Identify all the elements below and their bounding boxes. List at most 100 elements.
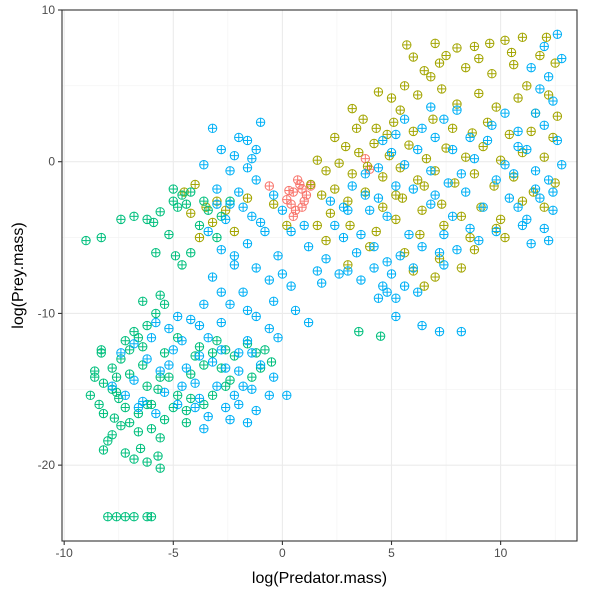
data-point: [312, 266, 323, 276]
data-point: [129, 339, 139, 349]
data-point: [557, 160, 567, 170]
data-point: [266, 357, 277, 367]
data-point: [461, 62, 471, 73]
data-point: [325, 208, 336, 218]
data-point: [369, 263, 379, 273]
data-point: [539, 152, 549, 162]
data-point: [378, 172, 388, 182]
data-point: [378, 135, 388, 146]
data-point: [234, 348, 244, 358]
data-point: [395, 251, 405, 261]
data-point: [430, 190, 440, 200]
data-point: [526, 62, 536, 73]
data-point: [386, 93, 397, 103]
y-tick-label: 10: [42, 3, 56, 17]
data-point: [229, 251, 240, 261]
data-point: [186, 187, 196, 197]
data-point: [172, 202, 183, 212]
data-point: [354, 147, 364, 158]
data-point: [268, 199, 279, 209]
data-point: [190, 402, 200, 413]
data-point: [482, 135, 493, 146]
data-point: [109, 413, 120, 423]
data-points: [81, 29, 567, 522]
data-point: [242, 336, 253, 346]
data-point: [251, 311, 261, 322]
data-point: [343, 196, 353, 206]
data-point: [417, 241, 427, 252]
x-tick-label: 10: [494, 546, 508, 560]
data-point: [430, 272, 440, 282]
data-point: [541, 32, 552, 43]
data-point: [207, 217, 218, 228]
data-point: [345, 220, 355, 231]
data-point: [242, 305, 253, 316]
data-point: [539, 41, 549, 52]
data-point: [216, 345, 227, 355]
data-point: [194, 320, 205, 331]
data-point: [552, 29, 563, 39]
data-point: [500, 232, 510, 243]
data-point: [543, 235, 554, 246]
data-point: [284, 185, 294, 196]
data-point: [277, 205, 288, 215]
data-point: [251, 175, 261, 185]
data-point: [354, 326, 364, 337]
data-point: [138, 360, 148, 370]
data-point: [107, 430, 117, 440]
data-point: [552, 111, 563, 121]
data-point: [120, 448, 130, 458]
data-point: [548, 96, 558, 106]
data-point: [98, 378, 109, 388]
data-point: [419, 65, 429, 76]
data-point: [535, 193, 545, 203]
data-point: [478, 202, 488, 212]
data-point: [469, 169, 480, 179]
data-point: [225, 199, 235, 209]
data-point: [186, 208, 196, 218]
data-point: [181, 199, 192, 209]
data-point: [506, 47, 517, 58]
data-point: [334, 269, 344, 279]
data-point: [338, 202, 349, 212]
data-point: [417, 205, 427, 215]
data-point: [146, 399, 157, 410]
data-point: [382, 287, 392, 297]
data-point: [487, 69, 497, 79]
data-point: [268, 372, 279, 382]
data-point: [251, 405, 261, 416]
data-point: [290, 305, 301, 316]
data-point: [288, 211, 299, 222]
data-point: [395, 105, 405, 115]
data-point: [212, 232, 222, 243]
y-axis-title: log(Prey.mass): [10, 222, 27, 328]
data-point: [437, 199, 447, 209]
data-point: [485, 38, 495, 49]
data-point: [234, 187, 244, 197]
data-point: [391, 190, 401, 200]
data-point: [251, 144, 261, 155]
data-point: [452, 105, 462, 115]
data-point: [212, 336, 222, 346]
data-point: [225, 166, 235, 176]
data-point: [85, 390, 96, 401]
data-point: [391, 214, 401, 225]
data-point: [159, 414, 170, 425]
data-point: [373, 163, 384, 173]
data-point: [426, 102, 436, 112]
data-point: [474, 53, 484, 64]
data-point: [220, 381, 231, 391]
data-point: [264, 181, 275, 191]
data-point: [465, 132, 475, 143]
data-point: [212, 199, 222, 209]
data-point: [146, 424, 157, 434]
data-point: [522, 81, 532, 91]
data-point: [465, 223, 475, 234]
data-point: [199, 424, 209, 434]
data-point: [421, 153, 432, 164]
data-point: [181, 363, 192, 373]
x-tick-label: 0: [279, 546, 286, 560]
data-point: [386, 147, 397, 158]
data-point: [172, 311, 183, 322]
